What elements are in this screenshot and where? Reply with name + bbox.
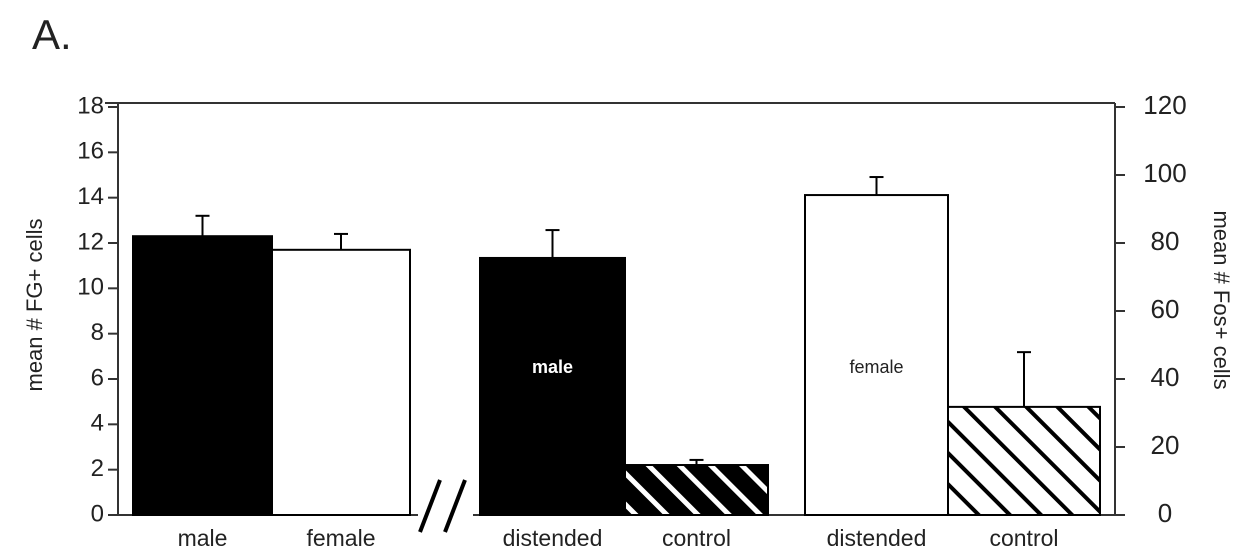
bar xyxy=(804,194,949,516)
y2-tick-label: 0 xyxy=(1158,498,1172,528)
bar-inner-label: female xyxy=(849,357,903,377)
y-axis-label: mean # FG+ cells xyxy=(22,218,47,391)
x-tick-label: control xyxy=(662,525,731,551)
panel-label: A. xyxy=(32,11,72,58)
y2-tick-label: 100 xyxy=(1143,158,1186,188)
y-tick-label: 0 xyxy=(91,500,104,527)
y2-tick-label: 20 xyxy=(1151,430,1180,460)
x-tick-label: distended xyxy=(503,525,603,551)
y-tick-label: 10 xyxy=(77,274,104,301)
x-tick-label: male xyxy=(178,525,228,551)
y-tick-label: 12 xyxy=(77,228,104,255)
x-tick-label: control xyxy=(989,525,1058,551)
bar xyxy=(947,405,1101,517)
y2-tick-label: 80 xyxy=(1151,226,1180,256)
bar xyxy=(624,464,769,516)
y-tick-label: 18 xyxy=(77,92,104,119)
y2-axis-label: mean # Fos+ cells xyxy=(1209,210,1234,389)
bar xyxy=(271,248,411,517)
y2-tick-label: 60 xyxy=(1151,294,1180,324)
y2-tick-label: 40 xyxy=(1151,362,1180,392)
axis-break xyxy=(418,470,473,533)
y-tick-label: 8 xyxy=(91,319,104,346)
y-tick-label: 2 xyxy=(91,455,104,482)
y-tick-label: 4 xyxy=(91,410,104,437)
y-tick-label: 16 xyxy=(77,138,104,165)
y-tick-label: 14 xyxy=(77,183,104,210)
x-tick-label: distended xyxy=(827,525,927,551)
bar xyxy=(479,256,626,516)
y2-tick-label: 120 xyxy=(1143,90,1186,120)
x-tick-label: female xyxy=(306,525,375,551)
bar xyxy=(132,235,273,516)
bar-inner-label: male xyxy=(532,357,573,377)
y-tick-label: 6 xyxy=(91,364,104,391)
